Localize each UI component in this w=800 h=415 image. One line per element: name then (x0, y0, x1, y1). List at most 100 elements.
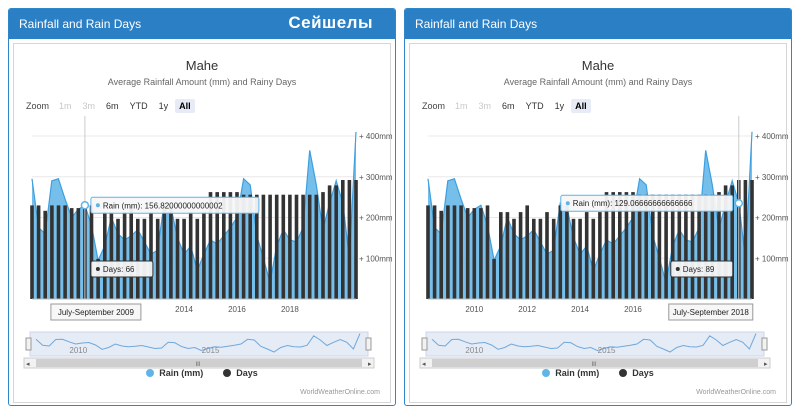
days-bar (472, 208, 477, 299)
days-bar (538, 218, 543, 299)
zoom-1m-button[interactable]: 1m (455, 101, 468, 111)
legend-rain-label: Rain (mm) (159, 368, 204, 378)
tooltip-date: July-September 2009 (50, 303, 142, 321)
navigator-window (29, 331, 369, 357)
credit-link[interactable]: WorldWeatherOnline.com (300, 389, 380, 396)
days-bar (644, 194, 648, 299)
legend-days-marker (223, 369, 232, 377)
legend-item-days[interactable]: Days (619, 368, 654, 378)
days-bar (248, 194, 252, 299)
days-bar (215, 192, 219, 299)
days-bar (459, 205, 463, 299)
tooltip-rain: Rain (mm): 156.82000000000002 (90, 196, 260, 214)
chart-plot[interactable]: + 100mm+ 200mm+ 300mm+ 400mm201020122014… (14, 44, 393, 404)
navigator-window (425, 331, 765, 357)
days-bar (697, 194, 701, 299)
zoom-3m-button[interactable]: 3m (82, 101, 96, 111)
tooltip-days-text: Days: 66 (103, 265, 135, 274)
days-bar (611, 192, 615, 299)
chart-subtitle: Average Rainfall Amount (mm) and Rainy D… (107, 77, 297, 87)
chart-frame: Mahe Average Rainfall Amount (mm) and Ra… (13, 43, 393, 404)
days-bar (89, 205, 94, 299)
legend-days-marker (619, 369, 628, 377)
zoom-1y-button[interactable]: 1y (158, 101, 169, 111)
legend-rain-marker (146, 369, 155, 377)
legend-item-days[interactable]: Days (223, 368, 258, 378)
days-bar (684, 194, 688, 299)
zoom-all-button[interactable]: All (571, 99, 591, 113)
days-bar (505, 212, 510, 299)
tooltip-rain: Rain (mm): 129.06666666666666 (560, 194, 734, 212)
days-bar (36, 205, 41, 299)
y-tick-label: + 100mm (359, 254, 393, 263)
tooltip-date: July-September 2018 (668, 303, 754, 321)
days-bar (677, 194, 682, 299)
days-bar (235, 192, 239, 299)
zoom-3m-button[interactable]: 3m (478, 101, 492, 111)
navigator-series (35, 333, 361, 353)
overlay-title: Сейшелы (288, 13, 373, 32)
x-tick-label: 2014 (571, 305, 589, 314)
panel-header: Rainfall and Rain Days Сейшелы (9, 9, 395, 39)
days-bar (710, 194, 715, 299)
days-bar (354, 180, 358, 299)
zoom-all-button[interactable]: All (175, 99, 195, 113)
days-bar (268, 194, 272, 299)
days-bar (465, 208, 470, 299)
scroll-right-icon: ▸ (764, 361, 768, 368)
scrollbar-grip-icon: III (195, 362, 200, 368)
tooltip-days: Days: 89 (670, 260, 734, 278)
y-tick-label: + 400mm (359, 132, 393, 141)
x-tick-label: 2014 (175, 305, 193, 314)
zoom-ytd-button[interactable]: YTD (129, 101, 148, 111)
zoom-ytd-button[interactable]: YTD (525, 101, 544, 111)
days-bar (255, 194, 259, 299)
days-bar (43, 210, 47, 299)
scroll-right-icon: ▸ (368, 361, 372, 368)
days-bar (664, 194, 668, 299)
days-bar (492, 258, 496, 299)
tooltip-days-box (90, 260, 154, 278)
zoom-label: Zoom (26, 101, 50, 111)
days-bar (175, 218, 180, 299)
days-bar (657, 194, 662, 299)
days-bar (598, 212, 602, 299)
zoom-1y-button[interactable]: 1y (554, 101, 565, 111)
days-bar (631, 192, 635, 299)
days-bar (690, 194, 695, 299)
y-tick-label: + 200mm (755, 214, 789, 223)
chart-legend: Rain (mm) Days (14, 368, 390, 378)
legend-item-rain[interactable]: Rain (mm) (542, 368, 599, 378)
days-bar (558, 205, 563, 299)
scroll-left-icon: ◂ (422, 361, 426, 368)
days-bar (314, 194, 319, 299)
days-bar (730, 185, 734, 299)
days-bar (347, 180, 352, 299)
credit-link[interactable]: WorldWeatherOnline.com (696, 389, 776, 396)
days-bar (109, 212, 114, 299)
legend-item-rain[interactable]: Rain (mm) (146, 368, 203, 378)
tooltip-rain-box (90, 196, 260, 214)
days-bar (703, 194, 708, 299)
legend-days-label: Days (632, 368, 654, 378)
days-bar (149, 212, 153, 299)
x-tick-label: 2012 (518, 305, 536, 314)
tooltip-date-text: July-September 2009 (58, 308, 135, 317)
y-tick-label: + 100mm (755, 254, 789, 263)
zoom-1m-button[interactable]: 1m (59, 101, 72, 111)
days-bar (103, 212, 107, 299)
zoom-6m-button[interactable]: 6m (106, 101, 119, 111)
x-tick-label: 2016 (228, 305, 246, 314)
days-bar (518, 212, 523, 299)
chart-frame: Mahe Average Rainfall Amount (mm) and Ra… (409, 43, 789, 404)
days-bar (743, 180, 748, 299)
days-bar (30, 205, 34, 299)
days-bar (208, 192, 213, 299)
zoom-6m-button[interactable]: 6m (502, 101, 515, 111)
days-bar (512, 218, 516, 299)
days-bar (341, 180, 345, 299)
tooltip-days-dot (675, 267, 680, 271)
chart-subtitle: Average Rainfall Amount (mm) and Rainy D… (503, 77, 693, 87)
days-bar (76, 208, 81, 299)
